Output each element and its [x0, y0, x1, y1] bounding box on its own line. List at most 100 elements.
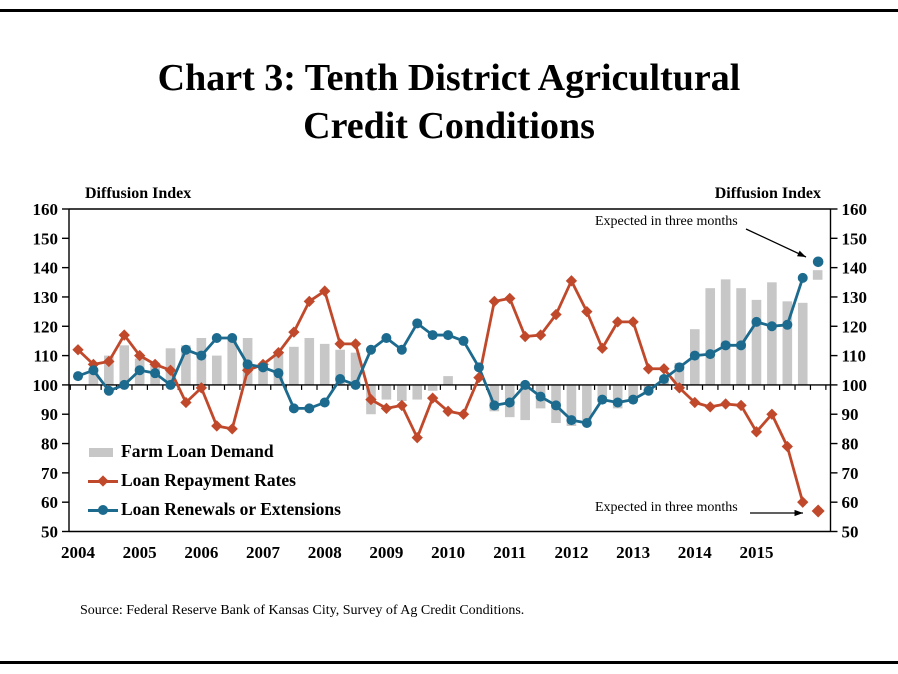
marker-diamond: [719, 398, 732, 410]
marker-diamond: [642, 363, 655, 375]
y-axis-label-left: 50: [41, 523, 58, 542]
x-axis-year-label: 2015: [739, 543, 773, 562]
legend-item-loan-renewals: Loan Renewals or Extensions: [88, 495, 341, 524]
marker-circle: [103, 385, 114, 396]
y-axis-label-left: 120: [33, 317, 59, 336]
marker-diamond: [627, 316, 639, 328]
marker-diamond: [565, 275, 578, 287]
bar-farm-loan-demand: [767, 282, 777, 385]
marker-circle: [196, 350, 207, 361]
bar-farm-loan-demand: [88, 370, 99, 385]
x-axis-year-label: 2007: [246, 543, 281, 562]
marker-circle: [535, 391, 546, 402]
marker-circle: [782, 319, 793, 330]
marker-circle: [134, 365, 145, 376]
bar-farm-loan-demand: [319, 343, 330, 385]
expected-annotation-top: Expected in three months: [595, 214, 738, 229]
marker-circle: [119, 379, 130, 390]
marker-diamond: [704, 401, 716, 413]
marker-diamond: [596, 342, 608, 354]
bar-farm-loan-demand: [412, 384, 423, 400]
y-axis-label-right: 50: [842, 523, 859, 542]
bar-farm-loan-demand: [566, 384, 577, 426]
bar-farm-loan-demand: [211, 355, 222, 385]
x-axis-year-label: 2004: [61, 543, 96, 562]
farm-loan-demand-swatch: [88, 446, 118, 458]
marker-diamond: [334, 338, 346, 350]
y-axis-label-left: 130: [33, 288, 59, 307]
bar-farm-loan-demand: [628, 384, 638, 400]
bar-farm-loan-demand: [489, 384, 500, 412]
marker-diamond: [797, 496, 809, 508]
bar-farm-loan-demand: [520, 384, 530, 421]
top-rule: [0, 9, 898, 12]
bar-farm-loan-demand: [427, 384, 438, 391]
bar-farm-loan-demand: [397, 384, 407, 402]
legend-item-loan-repayment-rates: Loan Repayment Rates: [88, 466, 341, 495]
marker-circle: [412, 318, 423, 329]
bar-farm-loan-demand: [381, 384, 392, 400]
x-axis-year-label: 2013: [616, 543, 650, 562]
x-axis-year-label: 2011: [493, 543, 526, 562]
marker-circle: [258, 362, 269, 373]
marker-circle: [73, 371, 83, 382]
right-axis-title: Diffusion Index: [714, 185, 821, 202]
marker-circle: [674, 362, 685, 373]
bar-farm-loan-demand: [751, 299, 762, 385]
legend-item-farm-loan-demand: Farm Loan Demand: [88, 437, 341, 466]
y-axis-label-left: 60: [41, 493, 58, 512]
y-axis-label-right: 150: [842, 229, 868, 248]
marker-circle: [288, 403, 299, 414]
marker-circle: [736, 340, 747, 351]
y-axis-label-right: 60: [842, 493, 859, 512]
marker-diamond: [349, 338, 362, 350]
expected-annotation-bottom: Expected in three months: [595, 500, 738, 515]
x-axis-year-label: 2005: [123, 543, 157, 562]
marker-diamond: [226, 423, 238, 435]
x-axis-year-label: 2014: [678, 543, 713, 562]
x-axis-year-label: 2006: [184, 543, 218, 562]
marker-circle: [396, 344, 407, 355]
y-axis-label-right: 130: [842, 288, 868, 307]
legend: Farm Loan Demand Loan Repayment Rates Lo…: [88, 437, 341, 524]
marker-diamond: [457, 408, 470, 420]
y-axis-label-left: 110: [33, 347, 58, 366]
x-axis-year-label: 2012: [554, 543, 588, 562]
left-axis-title: Diffusion Index: [85, 185, 192, 202]
marker-circle: [443, 330, 454, 341]
marker-circle: [797, 272, 808, 283]
bar-farm-loan-demand: [335, 349, 345, 385]
marker-circle: [427, 330, 438, 341]
bottom-rule: [0, 661, 898, 664]
marker-circle: [658, 374, 669, 385]
y-axis-label-left: 90: [41, 405, 58, 424]
y-axis-label-left: 100: [33, 376, 59, 395]
marker-circle: [150, 368, 161, 379]
bar-farm-loan-demand: [443, 376, 453, 385]
marker-circle: [211, 333, 222, 343]
source-note: Source: Federal Reserve Bank of Kansas C…: [80, 603, 525, 618]
x-axis-year-label: 2010: [431, 543, 465, 562]
legend-label: Loan Renewals or Extensions: [121, 499, 341, 519]
marker-circle: [273, 368, 284, 379]
chart-title-line1: Chart 3: Tenth District Agricultural: [157, 57, 741, 99]
bar-farm-loan-demand: [119, 345, 130, 385]
loan-repayment-swatch: [88, 475, 118, 487]
marker-circle: [705, 349, 716, 360]
marker-circle: [520, 379, 531, 390]
marker-diamond: [735, 399, 747, 412]
bar-farm-loan-demand: [797, 302, 808, 385]
expected-renewals-marker: [812, 256, 824, 268]
marker-circle: [504, 397, 515, 408]
marker-circle: [350, 379, 361, 390]
marker-circle: [489, 400, 500, 411]
chart-title-line2: Credit Conditions: [303, 104, 595, 147]
marker-circle: [335, 374, 346, 385]
marker-circle: [751, 316, 762, 327]
y-axis-label-right: 110: [842, 347, 867, 366]
bar-farm-loan-demand: [196, 338, 207, 385]
marker-diamond: [211, 420, 223, 432]
marker-circle: [689, 350, 700, 361]
y-axis-label-right: 120: [842, 317, 868, 336]
